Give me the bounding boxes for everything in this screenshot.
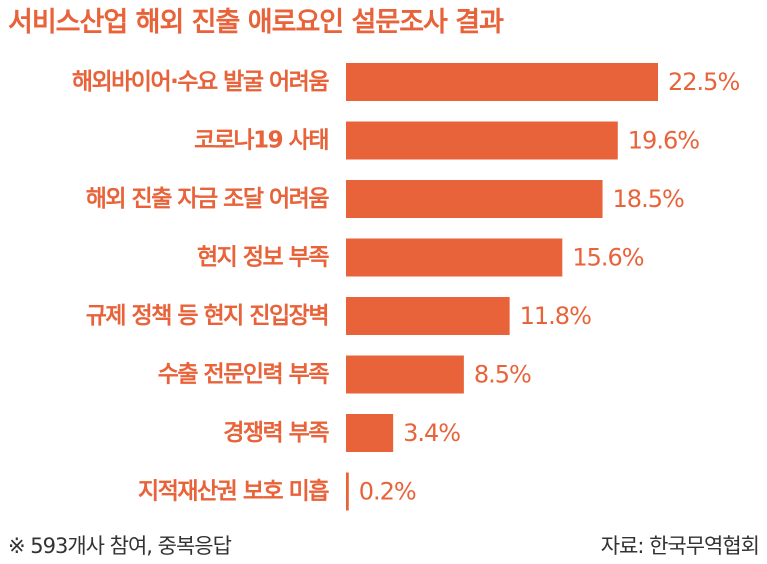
value-label: 0.2%: [359, 478, 416, 506]
category-label: 현지 정보 부족: [197, 245, 329, 271]
category-label: 코로나19 사태: [194, 128, 328, 154]
value-label: 18.5%: [613, 185, 684, 213]
bar: [346, 63, 658, 101]
bar: [346, 472, 349, 511]
value-label: 3.4%: [403, 419, 460, 447]
value-label: 15.6%: [572, 244, 643, 272]
value-label: 22.5%: [668, 68, 739, 96]
value-label: 11.8%: [520, 302, 591, 330]
value-label: 8.5%: [474, 361, 531, 389]
category-label: 수출 전문인력 부족: [158, 362, 330, 388]
bar: [346, 414, 394, 452]
value-label: 19.6%: [628, 127, 699, 155]
category-label: 지적재산권 보호 미흡: [138, 479, 329, 505]
bar: [346, 297, 510, 335]
category-label: 해외바이어·수요 발굴 어려움: [72, 69, 330, 95]
bar: [346, 121, 618, 160]
bar: [346, 238, 563, 277]
bar: [346, 355, 464, 394]
bar: [346, 180, 603, 218]
category-label: 해외 진출 자금 조달 어려움: [86, 186, 330, 212]
footnote: ※ 593개사 참여, 중복응답: [8, 534, 232, 558]
category-label: 경쟁력 부족: [223, 420, 329, 446]
chart-title: 서비스산업 해외 진출 애로요인 설문조사 결과: [8, 7, 504, 38]
category-label: 규제 정책 등 현지 진입장벽: [86, 303, 328, 329]
source-note: 자료: 한국무역협회: [600, 534, 760, 558]
